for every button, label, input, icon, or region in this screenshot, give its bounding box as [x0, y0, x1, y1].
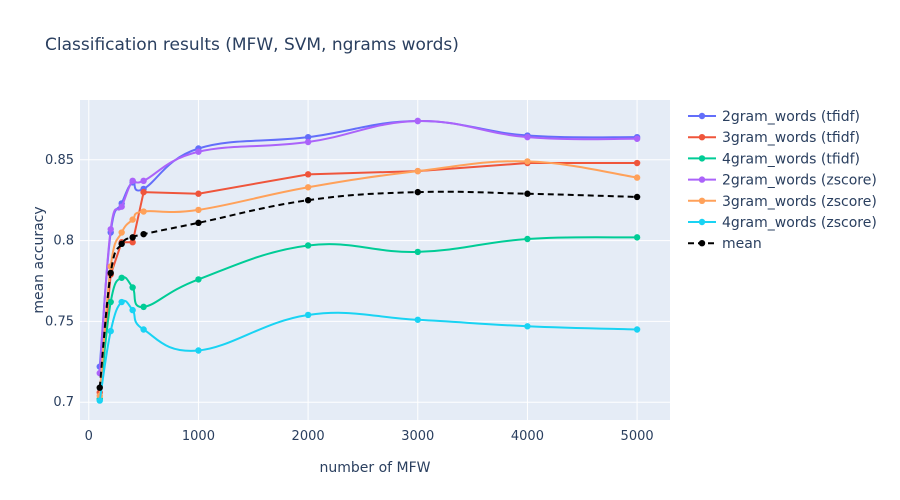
data-point — [633, 326, 641, 333]
data-point — [118, 229, 125, 236]
data-point — [524, 158, 531, 165]
series-line — [98, 162, 638, 393]
legend-label: 4gram_words (zscore) — [722, 215, 877, 231]
data-point — [107, 327, 114, 335]
legend-item[interactable]: mean — [688, 236, 762, 252]
y-axis-label: mean accuracy — [31, 206, 47, 313]
legend-item[interactable]: 4gram_words (zscore) — [688, 215, 877, 231]
data-point — [129, 306, 136, 314]
legend-label: 3gram_words (zscore) — [722, 194, 877, 210]
legend-item[interactable]: 3gram_words (zscore) — [688, 194, 877, 210]
data-point — [304, 197, 312, 204]
series-line — [98, 120, 638, 374]
y-tick-label: 0.8 — [53, 234, 74, 249]
legend-label: 4gram_words (tfidf) — [722, 151, 860, 167]
legend-item[interactable]: 2gram_words (zscore) — [688, 173, 877, 189]
data-point — [414, 248, 421, 256]
y-tick-label: 0.7 — [53, 395, 74, 410]
data-point — [414, 316, 421, 323]
data-point — [304, 138, 312, 146]
legend-label: 2gram_words (zscore) — [722, 173, 877, 189]
legend-swatch-marker — [698, 218, 706, 226]
data-point — [140, 208, 147, 215]
data-point — [107, 298, 114, 306]
data-point — [129, 239, 136, 246]
data-point — [304, 171, 312, 178]
y-tick-label: 0.85 — [45, 153, 74, 168]
data-point — [633, 193, 641, 201]
legend-item[interactable]: 4gram_words (tfidf) — [688, 151, 860, 167]
legend-item[interactable]: 3gram_words (tfidf) — [688, 130, 860, 146]
series-group — [96, 117, 641, 404]
data-point — [524, 133, 531, 141]
grid-lines — [80, 100, 670, 420]
legend-label: 2gram_words (tfidf) — [722, 109, 860, 125]
chart-title: Classification results (MFW, SVM, ngrams… — [45, 35, 459, 55]
data-point — [140, 177, 147, 185]
data-point — [129, 234, 136, 241]
x-tick-label: 4000 — [511, 429, 544, 444]
data-point — [118, 298, 125, 306]
x-tick-label: 1000 — [182, 429, 215, 444]
y-tick-label: 0.75 — [45, 314, 74, 329]
data-point — [304, 242, 312, 249]
data-point — [304, 311, 312, 319]
data-point — [195, 276, 202, 283]
data-point — [414, 188, 421, 196]
data-point — [195, 148, 202, 155]
data-point — [524, 323, 531, 330]
data-point — [414, 117, 421, 125]
data-point — [118, 274, 125, 281]
data-point — [118, 240, 125, 248]
data-point — [129, 216, 136, 223]
data-point — [96, 384, 103, 391]
legend-swatch-marker — [698, 112, 706, 120]
x-axis-label: number of MFW — [319, 460, 430, 476]
data-point — [633, 234, 641, 241]
data-point — [107, 226, 114, 233]
x-tick-label: 0 — [85, 429, 93, 444]
data-point — [118, 203, 125, 210]
legend: 2gram_words (tfidf) 3gram_words (tfidf) 4g… — [688, 109, 877, 252]
data-point — [414, 167, 421, 175]
data-point — [304, 184, 312, 191]
data-point — [140, 230, 147, 238]
legend-item[interactable]: 2gram_words (tfidf) — [688, 109, 860, 125]
data-point — [195, 219, 202, 227]
legend-label: 3gram_words (tfidf) — [722, 130, 860, 146]
data-point — [140, 326, 147, 333]
data-point — [140, 303, 147, 311]
x-tick-label: 2000 — [292, 429, 325, 444]
data-point — [633, 135, 641, 142]
x-tick-label: 5000 — [621, 429, 654, 444]
data-point — [524, 190, 531, 197]
data-point — [140, 188, 147, 196]
data-point — [633, 159, 641, 167]
legend-label: mean — [722, 236, 762, 252]
legend-swatch-marker — [698, 155, 706, 162]
legend-swatch-marker — [698, 134, 706, 141]
x-tick-labels: 0 1000 2000 3000 4000 5000 — [85, 429, 654, 444]
legend-swatch-marker — [698, 240, 706, 247]
plot-area — [80, 100, 670, 420]
data-point — [524, 235, 531, 243]
data-point — [107, 269, 114, 277]
x-tick-label: 3000 — [401, 429, 434, 444]
data-point — [195, 190, 202, 197]
data-point — [129, 284, 136, 291]
y-tick-labels: 0.7 0.75 0.8 0.85 — [45, 153, 74, 410]
series-line — [98, 190, 638, 388]
data-point — [129, 177, 136, 185]
data-point — [304, 133, 312, 141]
data-point — [96, 397, 103, 404]
data-point — [633, 174, 641, 181]
series-3 — [96, 117, 641, 377]
legend-swatch-marker — [698, 176, 706, 183]
data-point — [195, 347, 202, 354]
series-5 — [96, 298, 641, 404]
data-point — [195, 206, 202, 214]
series-6 — [96, 188, 641, 391]
legend-swatch-marker — [698, 197, 706, 204]
